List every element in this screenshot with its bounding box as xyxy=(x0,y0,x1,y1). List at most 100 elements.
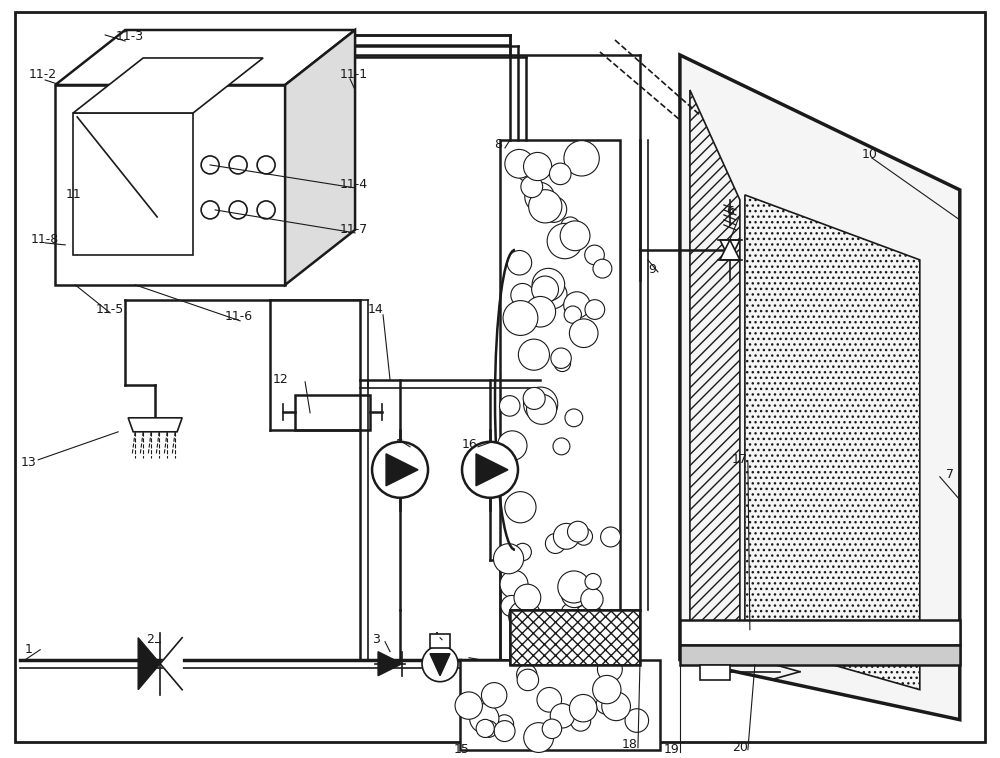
Text: 11-2: 11-2 xyxy=(28,68,56,81)
Circle shape xyxy=(481,683,507,708)
Text: 10: 10 xyxy=(862,149,878,161)
Circle shape xyxy=(585,299,605,319)
Circle shape xyxy=(462,442,518,498)
Bar xyxy=(460,659,660,750)
Polygon shape xyxy=(386,454,418,486)
Circle shape xyxy=(422,646,458,681)
Polygon shape xyxy=(476,454,508,486)
Bar xyxy=(680,620,960,645)
Circle shape xyxy=(527,394,557,424)
Circle shape xyxy=(514,543,531,561)
Circle shape xyxy=(571,711,591,731)
Circle shape xyxy=(455,692,482,719)
Circle shape xyxy=(560,221,590,251)
Circle shape xyxy=(554,355,571,371)
Circle shape xyxy=(532,276,559,303)
Text: 11: 11 xyxy=(65,189,81,202)
Circle shape xyxy=(597,656,622,681)
Circle shape xyxy=(575,528,593,545)
Circle shape xyxy=(553,523,579,550)
Circle shape xyxy=(507,250,532,275)
Bar xyxy=(680,645,960,665)
Circle shape xyxy=(548,634,569,655)
Circle shape xyxy=(499,396,520,416)
Circle shape xyxy=(572,604,606,638)
Circle shape xyxy=(569,319,598,347)
Circle shape xyxy=(547,224,583,258)
Circle shape xyxy=(561,603,579,622)
Circle shape xyxy=(525,296,556,327)
Bar xyxy=(55,85,285,285)
Text: 11-7: 11-7 xyxy=(340,224,368,236)
Circle shape xyxy=(537,688,562,712)
Circle shape xyxy=(602,692,630,721)
Circle shape xyxy=(593,675,621,703)
Text: 14: 14 xyxy=(367,303,383,316)
Circle shape xyxy=(550,703,575,728)
Circle shape xyxy=(494,543,524,574)
Circle shape xyxy=(528,620,563,655)
Circle shape xyxy=(551,348,571,368)
Polygon shape xyxy=(720,240,740,260)
Circle shape xyxy=(549,163,571,185)
Polygon shape xyxy=(378,652,402,675)
Text: 16: 16 xyxy=(462,438,478,451)
Polygon shape xyxy=(128,418,182,432)
Text: 11-5: 11-5 xyxy=(95,303,123,316)
Polygon shape xyxy=(720,240,740,260)
Text: 2: 2 xyxy=(146,633,154,647)
Circle shape xyxy=(539,610,558,629)
Text: 11-6: 11-6 xyxy=(225,310,253,324)
Circle shape xyxy=(470,703,499,733)
Bar xyxy=(500,140,620,659)
Bar xyxy=(430,634,450,647)
Polygon shape xyxy=(680,55,960,719)
Circle shape xyxy=(501,596,522,616)
Circle shape xyxy=(553,438,570,455)
Text: 1: 1 xyxy=(24,644,32,656)
Circle shape xyxy=(201,156,219,174)
Circle shape xyxy=(562,582,587,608)
Circle shape xyxy=(529,190,562,223)
Text: 9: 9 xyxy=(648,263,656,277)
Circle shape xyxy=(511,283,534,307)
Circle shape xyxy=(257,156,275,174)
Circle shape xyxy=(585,574,601,590)
Circle shape xyxy=(509,600,541,632)
Polygon shape xyxy=(73,58,263,113)
Circle shape xyxy=(585,245,604,265)
Bar xyxy=(510,609,640,665)
Text: 15: 15 xyxy=(454,743,470,756)
Circle shape xyxy=(532,268,565,301)
Polygon shape xyxy=(430,653,450,675)
Text: 8: 8 xyxy=(494,139,502,152)
Circle shape xyxy=(476,719,494,738)
Polygon shape xyxy=(285,30,355,285)
Circle shape xyxy=(564,306,581,323)
Circle shape xyxy=(497,431,527,460)
Text: 17: 17 xyxy=(732,453,748,466)
Circle shape xyxy=(503,301,538,336)
Circle shape xyxy=(601,527,621,547)
Text: 11-1: 11-1 xyxy=(340,68,368,81)
Circle shape xyxy=(561,217,580,236)
Circle shape xyxy=(517,664,537,684)
Circle shape xyxy=(518,339,549,370)
Text: 11-3: 11-3 xyxy=(115,30,143,43)
Circle shape xyxy=(524,387,558,421)
Circle shape xyxy=(532,612,562,642)
Text: 19: 19 xyxy=(664,743,680,756)
Text: 4: 4 xyxy=(431,631,439,644)
Circle shape xyxy=(500,570,528,598)
Circle shape xyxy=(542,719,562,738)
Text: 5: 5 xyxy=(396,438,404,451)
Polygon shape xyxy=(160,637,182,690)
Circle shape xyxy=(591,619,623,650)
Circle shape xyxy=(521,176,543,198)
Text: 18: 18 xyxy=(622,738,638,751)
Circle shape xyxy=(545,534,565,553)
Circle shape xyxy=(581,588,603,610)
Circle shape xyxy=(567,522,588,542)
Circle shape xyxy=(495,715,514,733)
Circle shape xyxy=(524,152,552,180)
